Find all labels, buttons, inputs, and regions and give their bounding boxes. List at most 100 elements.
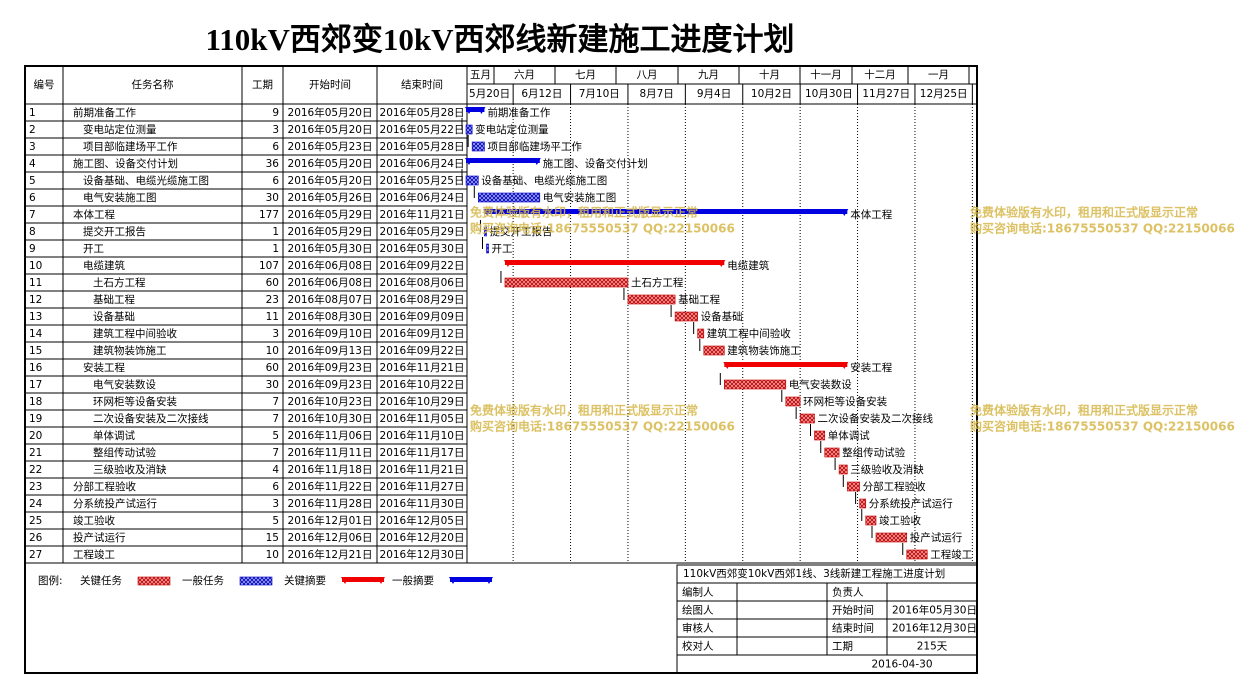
month-label: 十一月 [810, 68, 842, 81]
week-label: 9月4日 [697, 88, 731, 100]
task-duration: 1 [272, 243, 279, 255]
task-name: 整组传动试验 [93, 446, 156, 459]
task-name: 电气安装施工图 [83, 191, 157, 204]
info-cell: 校对人 [682, 640, 714, 653]
bar-label: 土石方工程 [631, 276, 684, 289]
task-bar [465, 175, 479, 186]
summary-bar [484, 209, 848, 214]
task-start: 2016年12月06日 [288, 531, 373, 544]
bar-label: 分系统投产试运行 [869, 497, 953, 510]
legend-swatch [342, 577, 384, 582]
month-label: 六月 [514, 69, 535, 81]
bar-label: 电缆建筑 [727, 259, 769, 272]
task-end: 2016年08月06日 [380, 276, 465, 289]
week-label: 7月10日 [579, 88, 620, 100]
bar-label: 投产试运行 [910, 531, 963, 544]
bar-label: 建筑工程中间验收 [707, 327, 791, 340]
task-duration: 11 [266, 311, 279, 323]
task-bar [471, 141, 485, 152]
info-cell: 编制人 [682, 586, 714, 599]
info-cell: 绘图人 [682, 604, 714, 617]
task-duration: 1 [272, 226, 279, 238]
bar-label: 电气安装施工图 [543, 191, 617, 204]
task-end: 2016年10月22日 [380, 378, 465, 391]
task-name: 本体工程 [73, 208, 115, 221]
task-end: 2016年05月30日 [380, 242, 465, 255]
task-start: 2016年11月22日 [288, 480, 373, 493]
task-id: 25 [29, 515, 42, 527]
task-id: 17 [29, 379, 42, 391]
task-name: 建筑工程中间验收 [93, 327, 177, 340]
task-id: 21 [29, 447, 42, 459]
task-id: 6 [29, 192, 36, 204]
column-header: 任务名称 [132, 78, 174, 91]
task-end: 2016年11月17日 [380, 446, 465, 459]
task-bar [846, 481, 860, 492]
task-duration: 10 [266, 345, 279, 357]
task-name: 基础工程 [93, 293, 135, 306]
task-end: 2016年09月12日 [380, 327, 465, 340]
task-start: 2016年05月23日 [288, 140, 373, 153]
task-end: 2016年08月29日 [380, 293, 465, 306]
task-end: 2016年09月22日 [380, 344, 465, 357]
task-duration: 30 [266, 379, 279, 391]
task-id: 3 [29, 141, 36, 153]
task-duration: 6 [272, 175, 279, 187]
task-end: 2016年06月24日 [380, 191, 465, 204]
task-duration: 36 [266, 158, 280, 170]
week-label: 10月2日 [751, 88, 792, 100]
legend-swatch [239, 576, 273, 586]
month-label: 十月 [759, 68, 780, 81]
bar-label: 分部工程验收 [863, 480, 926, 493]
task-end: 2016年11月21日 [380, 463, 465, 476]
month-label: 一月 [928, 69, 949, 81]
bar-label: 提交开工报告 [490, 225, 553, 238]
week-label: 5月20日 [469, 88, 510, 100]
task-name: 变电站定位测量 [83, 123, 157, 136]
task-name: 二次设备安装及二次接线 [93, 412, 209, 425]
task-start: 2016年09月23日 [288, 378, 373, 391]
task-start: 2016年09月23日 [288, 361, 373, 374]
task-bar [859, 498, 867, 509]
task-name: 工程竣工 [73, 548, 115, 561]
task-duration: 7 [272, 396, 279, 408]
bar-label: 二次设备安装及二次接线 [818, 412, 934, 425]
task-id: 18 [29, 396, 42, 408]
task-start: 2016年05月20日 [288, 123, 373, 136]
summary-bar [724, 362, 848, 367]
watermark: 购买咨询电话:18675550537 QQ:22150066 [470, 221, 735, 236]
task-start: 2016年12月21日 [288, 548, 373, 561]
task-end: 2016年05月28日 [380, 106, 465, 119]
task-duration: 107 [259, 260, 279, 272]
task-id: 7 [29, 209, 36, 221]
task-id: 10 [29, 260, 42, 272]
task-duration: 4 [272, 464, 279, 476]
task-duration: 15 [266, 532, 279, 544]
info-title: 110kV西郊变10kV西郊1线、3线新建工程施工进度计划 [683, 567, 945, 580]
column-header: 工期 [252, 79, 273, 91]
task-end: 2016年09月22日 [380, 259, 465, 272]
legend-label: 关键任务 [80, 574, 122, 587]
bar-label: 施工图、设备交付计划 [543, 157, 648, 170]
legend-label: 关键摘要 [284, 574, 326, 587]
task-id: 9 [29, 243, 36, 255]
task-start: 2016年10月30日 [288, 412, 373, 425]
task-duration: 9 [272, 107, 279, 119]
week-label: 12月25日 [920, 88, 968, 100]
summary-bar [466, 158, 540, 163]
legend-label: 一般摘要 [392, 574, 434, 587]
task-bar [504, 277, 629, 288]
task-start: 2016年06月08日 [288, 276, 373, 289]
bar-label: 设备基础、电缆光缆施工图 [481, 174, 607, 187]
task-start: 2016年05月20日 [288, 106, 373, 119]
bar-label: 安装工程 [850, 361, 892, 374]
watermark: 免费体验版有水印，租用和正式版显示正常 [970, 205, 1198, 220]
task-bar [723, 379, 787, 390]
info-cell: 负责人 [832, 586, 864, 599]
task-name: 投产试运行 [73, 531, 126, 544]
task-bar [906, 549, 928, 560]
task-name: 竣工验收 [73, 514, 115, 527]
task-duration: 23 [266, 294, 279, 306]
summary-cap [341, 577, 385, 584]
task-start: 2016年10月23日 [288, 395, 373, 408]
